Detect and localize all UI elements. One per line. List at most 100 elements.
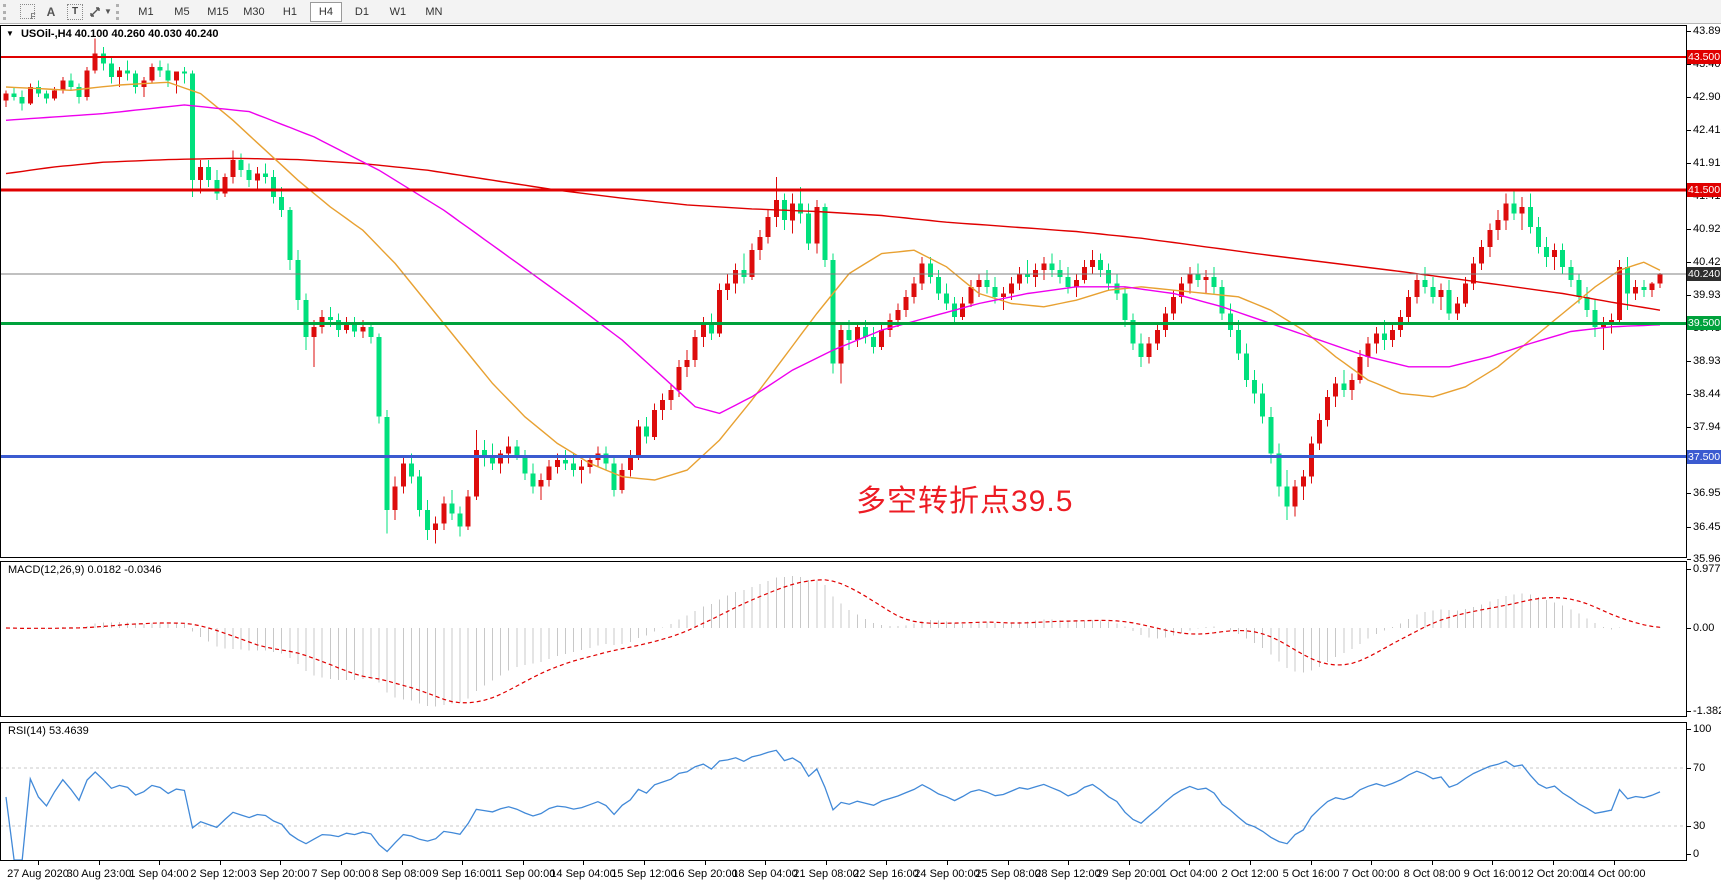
time-label: 9 Oct 16:00 xyxy=(1463,868,1521,880)
time-tick xyxy=(583,861,584,865)
rsi-label: RSI(14) 53.4639 xyxy=(8,725,89,737)
price-tick-tick xyxy=(1687,262,1691,263)
price-tick-tick xyxy=(1687,130,1691,131)
rsi-pane[interactable] xyxy=(0,722,1687,861)
rsi-tick-label: 30 xyxy=(1693,820,1706,832)
time-label: 18 Sep 04:00 xyxy=(732,868,798,880)
price-tick-tick xyxy=(1687,527,1691,528)
timeframe-bar: M1 M5 M15 M30 H1 H4 D1 W1 MN xyxy=(128,1,452,22)
price-tick-tick xyxy=(1687,31,1691,32)
arrows-glyph xyxy=(90,6,100,17)
price-tick-tick xyxy=(1687,559,1691,560)
price-tick-tick xyxy=(1687,493,1691,494)
time-tick xyxy=(280,861,281,865)
time-label: 14 Sep 04:00 xyxy=(550,868,616,880)
price-tick-label: 35.960 xyxy=(1693,553,1721,565)
macd-label: MACD(12,26,9) 0.0182 -0.0346 xyxy=(8,564,162,576)
timeframe-button-h1[interactable]: H1 xyxy=(282,5,297,18)
time-label: 22 Sep 16:00 xyxy=(853,868,919,880)
time-tick xyxy=(1068,861,1069,865)
price-tick-tick xyxy=(1687,64,1691,65)
timeframe-button-m15[interactable]: M15 xyxy=(207,5,229,18)
time-label: 1 Sep 04:00 xyxy=(129,868,189,880)
hline-price-badge: 43.500 xyxy=(1687,50,1721,64)
chart-annotation-text: 多空转折点39.5 xyxy=(856,485,1074,518)
timeframe-button-m5[interactable]: M5 xyxy=(174,5,190,18)
time-tick xyxy=(1432,861,1433,865)
time-label: 21 Sep 08:00 xyxy=(793,868,859,880)
rsi-tick-tick xyxy=(1687,854,1691,855)
price-tick-tick xyxy=(1687,427,1691,428)
time-label: 8 Sep 08:00 xyxy=(372,868,432,880)
time-tick xyxy=(1250,861,1251,865)
time-axis[interactable]: 27 Aug 2020 30 Aug 23:00 1 Sep 04:00 2 Sep … xyxy=(0,861,1721,889)
time-tick xyxy=(1008,861,1009,865)
time-tick xyxy=(402,861,403,865)
time-label: 24 Sep 00:00 xyxy=(914,868,980,880)
time-tick xyxy=(523,861,524,865)
time-tick xyxy=(947,861,948,865)
timeframe-button-h4[interactable]: H4 xyxy=(309,1,342,22)
macd-pane[interactable] xyxy=(0,561,1687,717)
time-label: 12 Oct 20:00 xyxy=(1521,868,1585,880)
time-tick xyxy=(1492,861,1493,865)
price-tick-tick xyxy=(1687,295,1691,296)
time-tick xyxy=(159,861,160,865)
timeframe-button-w1[interactable]: W1 xyxy=(389,5,407,18)
timeframe-button-m30[interactable]: M30 xyxy=(243,5,265,18)
time-tick xyxy=(220,861,221,865)
time-tick xyxy=(1129,861,1130,865)
rsi-tick-tick xyxy=(1687,729,1691,730)
time-tick xyxy=(886,861,887,865)
time-label: 7 Oct 00:00 xyxy=(1342,868,1400,880)
symbol-label: USOil-,H4 xyxy=(20,28,72,40)
macd-tick-label: 0.9779 xyxy=(1693,563,1721,575)
toolbar: F A T ▼ M1 M5 M15 M30 H1 H4 D1 W1 MN xyxy=(0,0,1721,24)
chart-title: ▼ USOil-,H4 40.100 40.260 40.030 40.240 xyxy=(6,28,219,40)
toolbar-grip-2[interactable] xyxy=(115,3,123,20)
price-tick-tick xyxy=(1687,229,1691,230)
price-tick-tick xyxy=(1687,361,1691,362)
time-label: 29 Sep 20:00 xyxy=(1096,868,1162,880)
timeframe-button-mn[interactable]: MN xyxy=(425,5,443,18)
time-tick xyxy=(1189,861,1190,865)
time-label: 8 Oct 08:00 xyxy=(1403,868,1461,880)
price-tick-label: 39.930 xyxy=(1693,289,1721,301)
rsi-tick-label: 100 xyxy=(1693,723,1712,735)
rsi-tick-tick xyxy=(1687,826,1691,827)
cursor-arrows-icon[interactable]: ▼ xyxy=(88,3,112,21)
price-tick-tick xyxy=(1687,163,1691,164)
font-icon[interactable]: A xyxy=(46,4,56,19)
timeframe-button-d1[interactable]: D1 xyxy=(354,5,369,18)
time-label: 7 Sep 00:00 xyxy=(311,868,371,880)
time-tick xyxy=(1553,861,1554,865)
time-label: 3 Sep 20:00 xyxy=(250,868,310,880)
time-tick xyxy=(1614,861,1615,865)
main-chart-pane[interactable] xyxy=(0,25,1687,558)
chevron-down-icon: ▼ xyxy=(6,29,14,38)
price-scale[interactable]: 43.89043.40042.90042.41041.91041.41040.9… xyxy=(1687,0,1721,889)
price-tick-label: 37.940 xyxy=(1693,421,1721,433)
time-label: 11 Sep 00:00 xyxy=(490,868,556,880)
time-tick xyxy=(705,861,706,865)
time-label: 1 Oct 04:00 xyxy=(1160,868,1218,880)
toolbar-grip[interactable] xyxy=(3,3,10,20)
macd-tick-tick xyxy=(1687,711,1691,712)
time-tick xyxy=(644,861,645,865)
rsi-tick-label: 0 xyxy=(1693,848,1700,860)
time-label: 28 Sep 12:00 xyxy=(1035,868,1101,880)
time-tick xyxy=(765,861,766,865)
macd-tick-label: -1.382 xyxy=(1693,705,1721,717)
time-label: 2 Oct 12:00 xyxy=(1221,868,1279,880)
price-tick-label: 38.440 xyxy=(1693,388,1721,400)
time-label: 5 Oct 16:00 xyxy=(1282,868,1340,880)
time-tick xyxy=(341,861,342,865)
time-tick xyxy=(1371,861,1372,865)
timeframe-button-m1[interactable]: M1 xyxy=(138,5,154,18)
indicator-grid-icon[interactable]: F xyxy=(16,3,38,21)
time-label: 30 Aug 23:00 xyxy=(66,868,132,880)
text-label-icon[interactable]: T xyxy=(64,3,86,21)
price-tick-label: 43.890 xyxy=(1693,25,1721,37)
current-price-badge: 40.240 xyxy=(1687,267,1721,281)
